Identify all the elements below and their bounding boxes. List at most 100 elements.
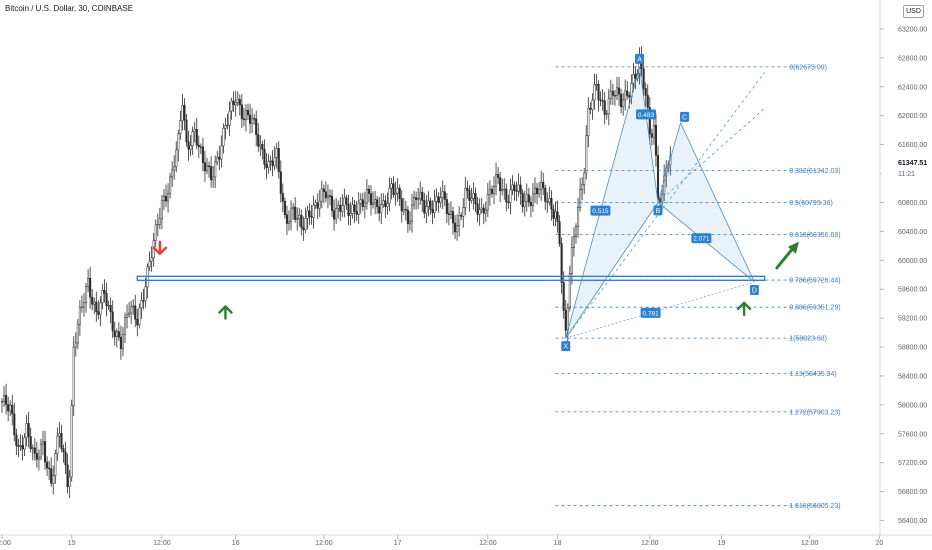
candle xyxy=(351,204,354,214)
pattern-point-label: A xyxy=(637,56,642,63)
candle xyxy=(581,184,584,190)
candle xyxy=(156,224,159,226)
candle xyxy=(400,198,403,212)
candle xyxy=(109,305,112,313)
candle xyxy=(326,195,329,199)
candle xyxy=(476,203,479,215)
candle xyxy=(310,216,313,218)
candle xyxy=(505,188,508,203)
currency-button[interactable]: USD xyxy=(903,5,924,18)
up-arrow-icon xyxy=(736,301,752,317)
fib-level-label: 0(62675.09) xyxy=(789,64,827,71)
candle xyxy=(306,210,309,219)
candle xyxy=(593,84,596,101)
candle xyxy=(128,312,131,316)
candle xyxy=(394,192,397,195)
candle xyxy=(41,441,45,445)
candle xyxy=(650,133,653,138)
ratio-label: 2.071 xyxy=(693,236,710,243)
candle xyxy=(441,191,444,198)
candle xyxy=(429,200,432,210)
candle xyxy=(417,198,420,200)
candle xyxy=(275,148,278,158)
candle xyxy=(251,118,254,124)
candle xyxy=(210,166,213,181)
candle xyxy=(601,100,604,102)
candle xyxy=(179,120,182,135)
candle xyxy=(517,184,520,192)
ratio-badge xyxy=(590,205,611,216)
candle xyxy=(513,184,516,191)
candle xyxy=(552,208,555,219)
fib-level-label: 1.618(56605.23) xyxy=(789,503,840,510)
x-tick-label: 19 xyxy=(718,540,726,547)
candle xyxy=(626,90,629,96)
candle xyxy=(454,222,457,233)
candle xyxy=(0,401,4,403)
candle xyxy=(203,162,206,172)
candle xyxy=(468,190,471,201)
candle xyxy=(492,185,496,194)
candle xyxy=(367,189,370,194)
candle xyxy=(611,90,614,96)
candle xyxy=(33,447,36,454)
candle xyxy=(609,90,612,99)
candle xyxy=(402,209,405,212)
candle xyxy=(613,95,617,97)
candle xyxy=(142,300,145,302)
ratio-badge xyxy=(636,109,657,120)
candle xyxy=(167,192,170,202)
candle xyxy=(361,199,364,208)
candle xyxy=(52,475,55,484)
candle xyxy=(54,453,57,476)
candle xyxy=(5,395,8,405)
y-tick-label: 62000.00 xyxy=(898,113,927,120)
pattern-xd-line xyxy=(565,281,755,339)
candle xyxy=(437,196,440,203)
candle xyxy=(105,293,108,306)
candle xyxy=(173,166,176,171)
candle xyxy=(388,187,391,204)
candle xyxy=(273,156,276,167)
candle xyxy=(87,277,90,287)
candle xyxy=(620,93,623,108)
candle xyxy=(164,195,168,202)
candle xyxy=(408,220,411,225)
candle xyxy=(603,100,606,115)
candle xyxy=(60,433,63,449)
fib-level-label: 0.5(60799.36) xyxy=(789,200,833,207)
candle xyxy=(236,98,239,103)
candle xyxy=(359,199,362,204)
candle xyxy=(263,149,266,165)
candle xyxy=(189,145,192,150)
candle xyxy=(249,114,252,124)
pattern-triangle-xab xyxy=(565,66,659,339)
candle xyxy=(548,198,551,203)
candle xyxy=(46,461,49,469)
x-tick-label: 18 xyxy=(554,540,562,547)
candle xyxy=(564,310,567,331)
candle xyxy=(107,305,110,307)
candle xyxy=(224,125,227,129)
candle xyxy=(509,189,512,204)
candle xyxy=(283,201,286,215)
candle xyxy=(615,87,619,96)
candle xyxy=(519,184,522,194)
projection-line xyxy=(565,72,765,339)
candle xyxy=(464,188,467,208)
y-tick-label: 62400.00 xyxy=(898,84,927,91)
candle xyxy=(343,197,346,206)
candle xyxy=(656,155,660,199)
candle xyxy=(25,423,28,438)
candle xyxy=(246,110,250,116)
x-tick-label: 12:00 xyxy=(0,540,11,547)
candle xyxy=(523,200,526,208)
candle xyxy=(216,156,219,163)
candle xyxy=(160,200,163,220)
candle xyxy=(230,100,233,112)
fib-level-label: 1.272(57903.23) xyxy=(789,409,840,416)
pattern-point-badge xyxy=(635,53,645,64)
candle xyxy=(70,405,73,478)
candle xyxy=(599,99,602,101)
